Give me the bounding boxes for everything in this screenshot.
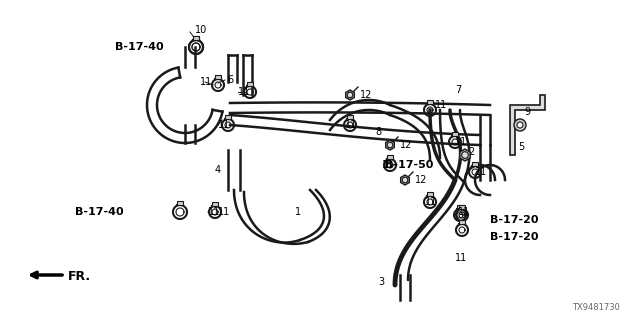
Bar [427,192,433,196]
Bar [427,100,433,104]
Text: B-17-20: B-17-20 [490,232,538,242]
Bar [225,115,231,119]
Text: 11: 11 [458,207,470,217]
Circle shape [514,119,526,131]
Text: 5: 5 [518,142,524,152]
Text: 11: 11 [455,137,467,147]
Text: 11: 11 [345,120,357,130]
Circle shape [387,142,393,148]
Bar [215,75,221,79]
Text: 11: 11 [238,87,250,97]
Text: 12: 12 [360,90,372,100]
Text: 11: 11 [455,253,467,263]
Text: 12: 12 [415,175,428,185]
Polygon shape [510,95,545,155]
Text: 11: 11 [218,207,230,217]
Text: 12: 12 [400,140,412,150]
Bar [193,36,199,40]
Text: B-17-40: B-17-40 [75,207,124,217]
Text: TX9481730: TX9481730 [572,303,620,312]
Text: 6: 6 [227,75,233,85]
Bar [387,155,393,159]
Text: 4: 4 [215,165,221,175]
Bar [193,36,199,40]
Bar [459,220,465,224]
Text: 10: 10 [195,25,207,35]
Text: 8: 8 [375,127,381,137]
Bar [459,205,465,209]
Text: 11: 11 [382,160,394,170]
Polygon shape [401,175,410,185]
Bar [457,205,463,209]
Circle shape [461,152,468,158]
Text: FR.: FR. [68,269,91,283]
Polygon shape [460,149,470,161]
Text: 3: 3 [378,277,384,287]
Bar [347,115,353,119]
Polygon shape [346,90,355,100]
Bar [452,132,458,136]
Text: B-17-20: B-17-20 [490,215,538,225]
Text: 9: 9 [524,107,530,117]
Text: 11: 11 [218,120,230,130]
Text: 7: 7 [455,85,461,95]
Bar [177,201,183,205]
Text: 11: 11 [200,77,212,87]
Circle shape [348,92,353,98]
Circle shape [403,177,408,183]
Bar [212,202,218,206]
Text: 2: 2 [468,147,474,157]
Text: 11: 11 [208,207,220,217]
Text: 11: 11 [475,167,487,177]
Text: 11: 11 [425,197,437,207]
Circle shape [517,122,523,128]
Text: B-17-40: B-17-40 [115,42,164,52]
Text: 1: 1 [295,207,301,217]
Bar [247,82,253,86]
Text: 11: 11 [435,100,447,110]
Text: B-17-50: B-17-50 [385,160,433,170]
Bar [472,162,478,166]
Polygon shape [386,140,394,150]
